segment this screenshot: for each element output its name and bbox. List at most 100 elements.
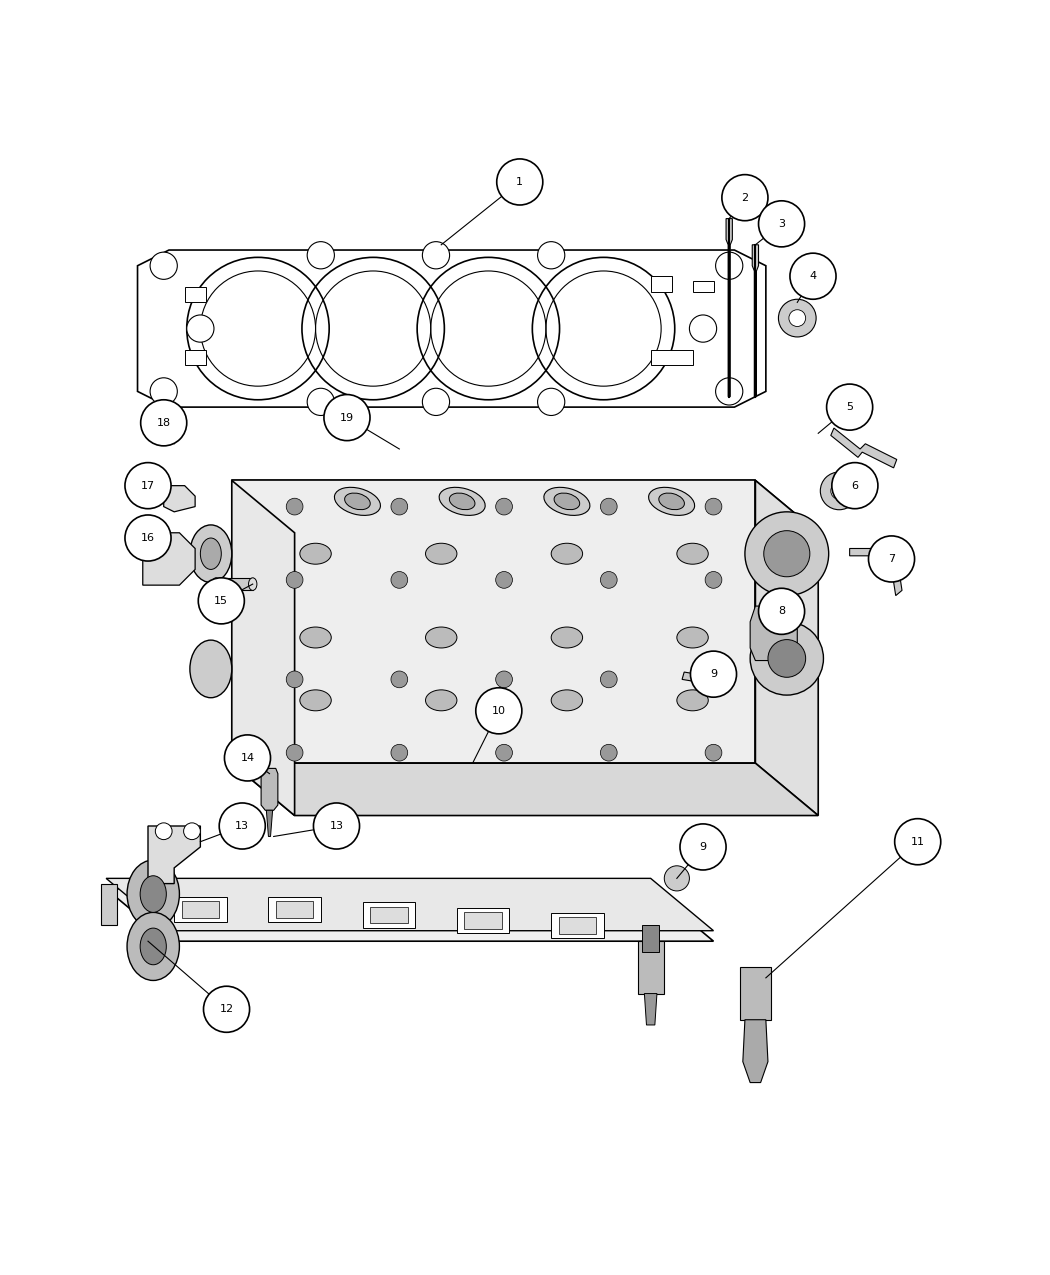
Ellipse shape (649, 487, 695, 515)
Polygon shape (742, 1020, 768, 1082)
Circle shape (155, 822, 172, 840)
Bar (276, 901, 314, 918)
Bar (185, 349, 206, 365)
Ellipse shape (140, 928, 166, 965)
Ellipse shape (190, 640, 232, 697)
Polygon shape (750, 606, 797, 660)
Text: 5: 5 (846, 402, 854, 412)
Bar (651, 349, 693, 365)
Circle shape (204, 987, 250, 1033)
Text: 18: 18 (156, 418, 171, 428)
Circle shape (820, 472, 858, 510)
Ellipse shape (551, 543, 583, 565)
Ellipse shape (201, 538, 222, 570)
Text: 13: 13 (235, 821, 249, 831)
Ellipse shape (449, 493, 475, 510)
Circle shape (391, 499, 407, 515)
Polygon shape (849, 548, 902, 595)
Bar (216, 578, 253, 590)
Ellipse shape (658, 493, 685, 510)
Ellipse shape (300, 690, 331, 710)
Ellipse shape (140, 876, 166, 913)
Ellipse shape (551, 627, 583, 648)
Circle shape (691, 652, 736, 697)
Circle shape (601, 745, 617, 761)
Text: 3: 3 (778, 219, 785, 228)
Polygon shape (232, 764, 818, 816)
Circle shape (308, 389, 334, 416)
Text: 6: 6 (852, 481, 858, 491)
Circle shape (141, 400, 187, 446)
Circle shape (706, 571, 722, 588)
Circle shape (496, 499, 512, 515)
Text: 15: 15 (214, 595, 228, 606)
Circle shape (496, 571, 512, 588)
Ellipse shape (439, 487, 485, 515)
Polygon shape (645, 993, 657, 1025)
Circle shape (538, 389, 565, 416)
Bar (739, 968, 771, 1020)
Ellipse shape (425, 690, 457, 710)
Text: 9: 9 (710, 669, 717, 680)
Circle shape (422, 242, 449, 269)
Circle shape (150, 377, 177, 405)
Ellipse shape (335, 487, 380, 515)
Ellipse shape (127, 861, 180, 928)
Polygon shape (106, 878, 714, 931)
Circle shape (308, 242, 334, 269)
Text: 13: 13 (330, 821, 343, 831)
Ellipse shape (249, 578, 257, 590)
Bar (185, 287, 206, 302)
Circle shape (422, 389, 449, 416)
Circle shape (722, 175, 768, 221)
Polygon shape (755, 481, 818, 816)
Polygon shape (261, 769, 278, 811)
Ellipse shape (300, 627, 331, 648)
Bar (370, 907, 407, 923)
Ellipse shape (425, 543, 457, 565)
Circle shape (768, 640, 805, 677)
Circle shape (680, 824, 726, 870)
Circle shape (744, 511, 828, 595)
Circle shape (125, 463, 171, 509)
Bar (638, 941, 665, 993)
Circle shape (538, 242, 565, 269)
Ellipse shape (677, 690, 709, 710)
Text: 8: 8 (778, 607, 785, 616)
Text: 14: 14 (240, 754, 254, 762)
Bar (651, 277, 672, 292)
Circle shape (716, 377, 742, 405)
Circle shape (391, 745, 407, 761)
Bar (643, 926, 659, 951)
Bar (362, 903, 415, 928)
Ellipse shape (127, 913, 180, 980)
Circle shape (716, 252, 742, 279)
Circle shape (778, 300, 816, 337)
Polygon shape (106, 889, 714, 941)
Circle shape (758, 200, 804, 247)
Text: 4: 4 (810, 272, 817, 282)
Polygon shape (682, 672, 716, 685)
Bar (559, 917, 596, 933)
Circle shape (832, 463, 878, 509)
Bar (464, 912, 502, 928)
Circle shape (758, 588, 804, 635)
Text: 9: 9 (699, 842, 707, 852)
Bar (693, 282, 714, 292)
Bar (269, 898, 321, 922)
Circle shape (826, 384, 873, 430)
Circle shape (789, 310, 805, 326)
Circle shape (314, 803, 359, 849)
Circle shape (496, 671, 512, 687)
Circle shape (790, 254, 836, 300)
Circle shape (601, 571, 617, 588)
Ellipse shape (344, 493, 371, 510)
Ellipse shape (677, 627, 709, 648)
Ellipse shape (190, 525, 232, 583)
Text: 17: 17 (141, 481, 155, 491)
Circle shape (706, 671, 722, 687)
Polygon shape (267, 811, 273, 836)
Polygon shape (232, 481, 295, 816)
Ellipse shape (551, 690, 583, 710)
Text: 16: 16 (141, 533, 155, 543)
